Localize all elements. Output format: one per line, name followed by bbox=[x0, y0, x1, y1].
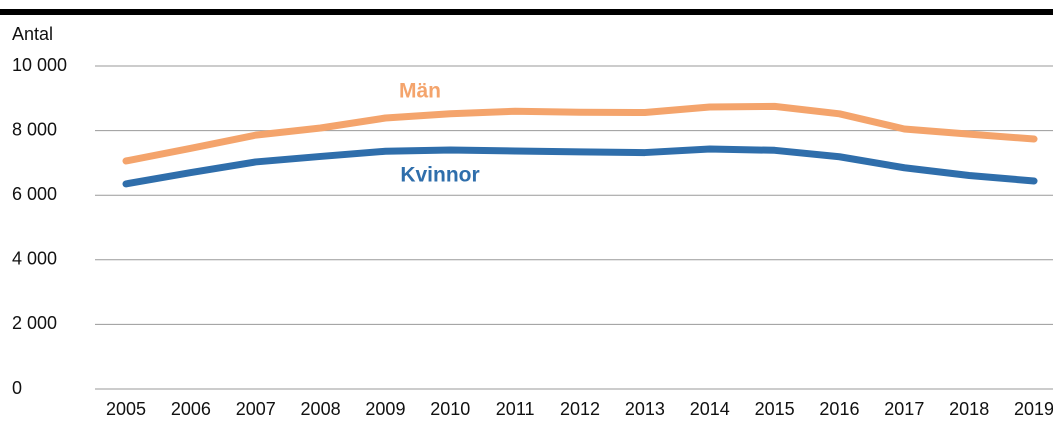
x-tick-label: 2011 bbox=[496, 399, 535, 419]
y-tick-label: 8 000 bbox=[12, 119, 57, 139]
x-tick-label: 2017 bbox=[884, 399, 924, 419]
y-tick-label: 4 000 bbox=[12, 249, 57, 269]
x-tick-label: 2006 bbox=[171, 399, 211, 419]
x-tick-label: 2005 bbox=[106, 399, 146, 419]
x-tick-label: 2008 bbox=[301, 399, 341, 419]
series-line bbox=[122, 145, 1038, 188]
top-rule bbox=[0, 9, 1053, 15]
series-label: Kvinnor bbox=[400, 164, 479, 187]
x-tick-label: 2009 bbox=[365, 399, 405, 419]
y-tick-label: 6 000 bbox=[12, 184, 57, 204]
x-tick-label: 2013 bbox=[625, 399, 665, 419]
x-tick-label: 2015 bbox=[755, 399, 795, 419]
x-tick-label: 2014 bbox=[690, 399, 730, 419]
y-tick-label: 10 000 bbox=[12, 55, 67, 75]
x-tick-label: 2018 bbox=[949, 399, 989, 419]
series-line bbox=[122, 102, 1038, 165]
x-tick-label: 2019 bbox=[1014, 399, 1053, 419]
x-tick-label: 2007 bbox=[236, 399, 276, 419]
x-tick-label: 2010 bbox=[430, 399, 470, 419]
y-axis-label: Antal bbox=[12, 24, 53, 44]
series-label: Män bbox=[399, 80, 441, 103]
x-tick-label: 2012 bbox=[560, 399, 600, 419]
y-tick-label: 0 bbox=[12, 378, 22, 398]
y-tick-label: 2 000 bbox=[12, 313, 57, 333]
x-tick-label: 2016 bbox=[819, 399, 859, 419]
